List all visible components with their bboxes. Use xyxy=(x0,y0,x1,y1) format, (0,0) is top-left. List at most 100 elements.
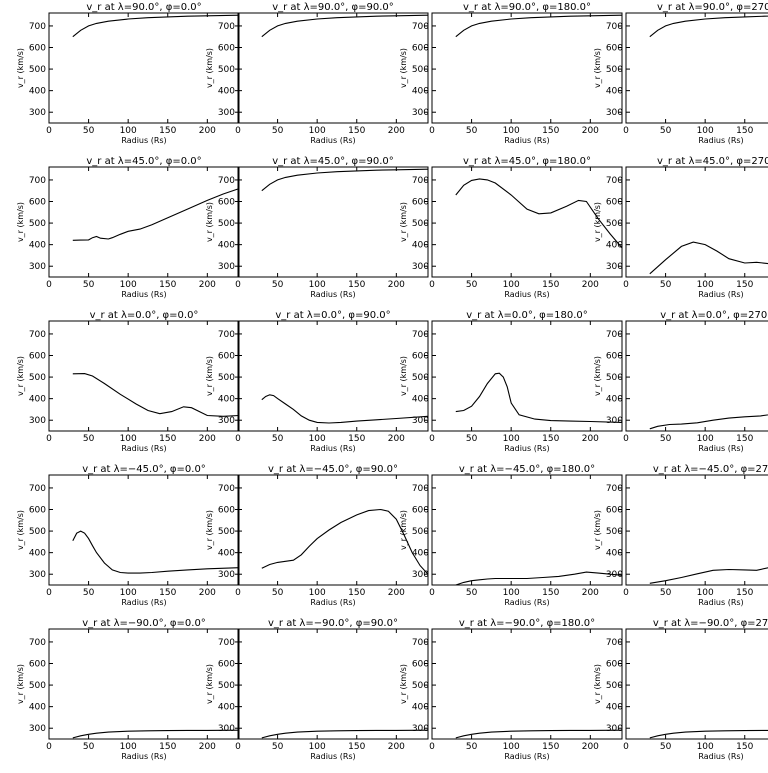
y-tick-label: 700 xyxy=(412,22,429,32)
x-tick-label: 50 xyxy=(660,588,672,598)
x-tick-label: 0 xyxy=(46,588,52,598)
subplot-title: v_r at λ=0.0°, φ=90.0° xyxy=(275,310,390,321)
x-axis-label: Radius (Rs) xyxy=(698,752,743,761)
x-axis-label: Radius (Rs) xyxy=(121,136,166,145)
y-axis-label: v_r (km/s) xyxy=(205,202,214,242)
y-tick-label: 400 xyxy=(29,87,46,97)
subplot-title: v_r at λ=−90.0°, φ=0.0° xyxy=(82,618,206,629)
series-line xyxy=(261,508,429,575)
x-axis-label: Radius (Rs) xyxy=(310,752,355,761)
series-line xyxy=(455,372,623,423)
y-tick-label: 300 xyxy=(218,724,235,734)
x-tick-label: 50 xyxy=(466,280,478,290)
x-tick-label: 50 xyxy=(660,434,672,444)
x-tick-label: 100 xyxy=(120,126,137,136)
x-tick-label: 200 xyxy=(199,588,216,598)
y-tick-label: 400 xyxy=(218,549,235,559)
y-tick-label: 700 xyxy=(29,176,46,186)
subplot-title: v_r at λ=−45.0°, φ=90.0° xyxy=(268,464,398,475)
x-tick-label: 0 xyxy=(429,280,435,290)
y-tick-label: 400 xyxy=(606,395,623,405)
series-line xyxy=(455,178,623,249)
series-line xyxy=(72,530,240,574)
y-tick-label: 400 xyxy=(29,395,46,405)
subplot: v_r at λ=0.0°, φ=180.0° 0 50 100 150 200 300 40… xyxy=(399,310,623,453)
x-tick-label: 200 xyxy=(199,280,216,290)
y-tick-label: 600 xyxy=(412,44,429,54)
x-tick-label: 50 xyxy=(83,280,95,290)
y-tick-label: 500 xyxy=(29,65,46,75)
x-tick-label: 100 xyxy=(503,434,520,444)
y-tick-label: 400 xyxy=(606,241,623,251)
y-tick-label: 700 xyxy=(606,638,623,648)
subplot: v_r at λ=−45.0°, φ=90.0° 0 50 100 150 200 300 4… xyxy=(205,464,429,607)
y-axis-label: v_r (km/s) xyxy=(205,664,214,704)
y-tick-label: 400 xyxy=(412,87,429,97)
series-line xyxy=(72,14,240,38)
series-line xyxy=(649,15,768,38)
subplot: v_r at λ=90.0°, φ=0.0°0 50 100 150 200300400… xyxy=(16,2,240,145)
y-tick-label: 300 xyxy=(606,570,623,580)
y-tick-label: 600 xyxy=(218,352,235,362)
x-tick-label: 100 xyxy=(309,126,326,136)
y-tick-label: 700 xyxy=(218,22,235,32)
subplot-title: v_r at λ=90.0°, φ=0.0° xyxy=(86,2,201,13)
y-axis-label: v_r (km/s) xyxy=(16,510,25,550)
x-tick-label: 200 xyxy=(582,434,599,444)
subplot: v_r at λ=45.0°, φ=0.0°0 50 100 150 200300400… xyxy=(16,156,240,299)
y-tick-label: 600 xyxy=(218,198,235,208)
subplot: v_r at λ=−90.0°, φ=90.0° 0 50 100 150 200 300 4… xyxy=(205,618,429,761)
y-tick-label: 500 xyxy=(412,527,429,537)
x-tick-label: 100 xyxy=(503,742,520,752)
subplot: v_r at λ=−45.0°, φ=180.0° 0 50 100 150 200 300… xyxy=(399,464,623,607)
x-tick-label: 150 xyxy=(348,588,365,598)
subplot: v_r at λ=45.0°, φ=270.0°0501001502003004… xyxy=(593,156,768,299)
subplot-title: v_r at λ=−45.0°, φ=0.0° xyxy=(82,464,206,475)
y-tick-label: 300 xyxy=(29,724,46,734)
x-tick-label: 200 xyxy=(388,280,405,290)
y-tick-label: 500 xyxy=(29,527,46,537)
y-tick-label: 700 xyxy=(606,176,623,186)
x-tick-label: 150 xyxy=(542,280,559,290)
y-tick-label: 500 xyxy=(218,527,235,537)
y-axis-label: v_r (km/s) xyxy=(16,202,25,242)
plot-frame xyxy=(625,12,768,124)
x-tick-label: 50 xyxy=(272,742,284,752)
y-tick-label: 300 xyxy=(29,262,46,272)
subplot-title: v_r at λ=−45.0°, φ=180.0° xyxy=(459,464,595,475)
x-tick-label: 150 xyxy=(542,434,559,444)
y-tick-label: 600 xyxy=(412,660,429,670)
series-line xyxy=(261,14,429,38)
y-tick-label: 500 xyxy=(606,527,623,537)
x-axis-label: Radius (Rs) xyxy=(698,444,743,453)
x-axis-label: Radius (Rs) xyxy=(310,290,355,299)
x-tick-label: 100 xyxy=(697,434,714,444)
y-tick-label: 300 xyxy=(218,108,235,118)
x-tick-label: 0 xyxy=(46,742,52,752)
subplot-title: v_r at λ=−45.0°, φ=270.0° xyxy=(653,464,768,475)
x-tick-label: 50 xyxy=(660,742,672,752)
x-tick-label: 100 xyxy=(503,280,520,290)
subplot-title: v_r at λ=45.0°, φ=180.0° xyxy=(463,156,591,167)
subplot: v_r at λ=0.0°, φ=270.0°05010015020030040… xyxy=(593,310,768,453)
plot-frame xyxy=(625,320,768,432)
x-tick-label: 150 xyxy=(159,742,176,752)
plot-frame xyxy=(237,320,429,432)
x-tick-label: 150 xyxy=(542,588,559,598)
plot-frame xyxy=(48,166,240,278)
y-tick-label: 600 xyxy=(412,506,429,516)
y-tick-label: 400 xyxy=(606,549,623,559)
x-tick-label: 50 xyxy=(660,280,672,290)
subplot-title: v_r at λ=−90.0°, φ=90.0° xyxy=(268,618,398,629)
x-tick-label: 0 xyxy=(46,434,52,444)
y-axis-label: v_r (km/s) xyxy=(399,510,408,550)
y-tick-label: 500 xyxy=(29,373,46,383)
subplot-title: v_r at λ=0.0°, φ=270.0° xyxy=(660,310,768,321)
y-tick-label: 400 xyxy=(412,241,429,251)
x-tick-label: 150 xyxy=(736,588,753,598)
subplot: v_r at λ=0.0°, φ=0.0°0 50 100 150 2003004005… xyxy=(16,310,240,453)
x-axis-label: Radius (Rs) xyxy=(698,598,743,607)
y-tick-label: 300 xyxy=(29,416,46,426)
y-tick-label: 500 xyxy=(606,373,623,383)
x-tick-label: 50 xyxy=(272,280,284,290)
